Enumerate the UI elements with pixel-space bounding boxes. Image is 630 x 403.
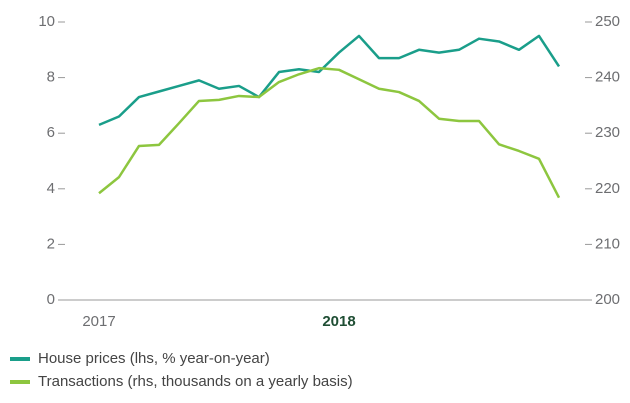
y2-tick-label: 210 — [595, 235, 620, 252]
y-tick-label: 10 — [38, 13, 55, 30]
y2-tick-label: 220 — [595, 180, 620, 197]
y-tick-label: 4 — [47, 180, 55, 197]
legend-label: House prices (lhs, % year-on-year) — [38, 350, 270, 367]
legend-label: Transactions (rhs, thousands on a yearly… — [38, 373, 353, 390]
y-tick-label: 6 — [47, 124, 55, 141]
series-line — [98, 66, 561, 199]
y2-tick-label: 240 — [595, 69, 620, 86]
y-tick-label: 8 — [47, 69, 55, 86]
y-tick-label: 2 — [47, 235, 55, 252]
y-tick-label: 0 — [47, 291, 55, 308]
y2-tick-label: 200 — [595, 291, 620, 308]
x-tick-label: 2018 — [322, 313, 355, 330]
series-line — [98, 34, 561, 127]
y2-tick-label: 230 — [595, 124, 620, 141]
y2-tick-label: 250 — [595, 13, 620, 30]
x-tick-label: 2017 — [82, 313, 115, 330]
